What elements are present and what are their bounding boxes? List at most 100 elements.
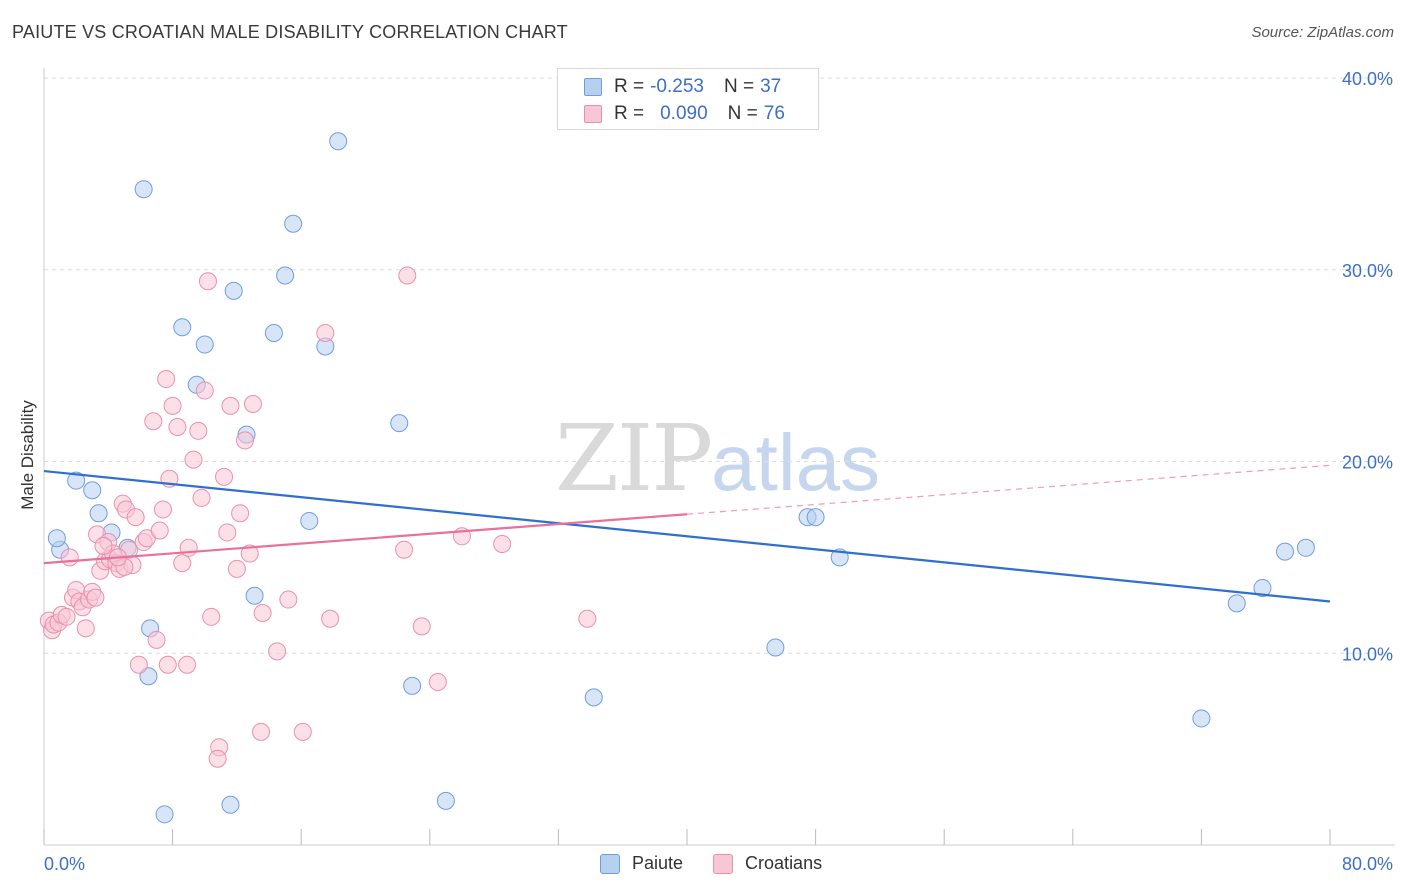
data-point-croatians — [395, 540, 414, 559]
data-point-croatians — [158, 655, 177, 674]
data-point-croatians — [202, 607, 221, 626]
data-point-croatians — [126, 508, 145, 527]
watermark-atlas: atlas — [711, 418, 881, 507]
trend-line-extension-croatians — [686, 464, 1331, 515]
data-point-paiute — [584, 688, 603, 707]
data-point-paiute — [47, 529, 66, 548]
watermark-zip: ZIP — [555, 405, 713, 512]
data-point-croatians — [235, 431, 254, 450]
y-tick-label: 30.0% — [1342, 261, 1393, 281]
data-point-croatians — [398, 266, 417, 285]
data-point-paiute — [1192, 709, 1211, 728]
legend-n-value-croatians: 76 — [763, 103, 785, 124]
chart-source: Source: ZipAtlas.com — [1251, 24, 1394, 41]
chart-title: PAIUTE VS CROATIAN MALE DISABILITY CORRE… — [12, 22, 568, 42]
legend-label-paiute: Paiute — [632, 853, 684, 873]
data-point-croatians — [86, 588, 105, 607]
data-point-croatians — [279, 590, 298, 609]
data-point-paiute — [264, 324, 283, 343]
data-point-paiute — [195, 335, 214, 354]
data-point-paiute — [806, 508, 825, 527]
data-point-paiute — [67, 471, 86, 490]
data-point-paiute — [436, 791, 455, 810]
legend-r-value-croatians: 0.090 — [660, 103, 708, 124]
data-point-croatians — [412, 617, 431, 636]
legend-label-croatians: Croatians — [745, 853, 823, 873]
data-point-croatians — [189, 421, 208, 440]
data-point-croatians — [243, 394, 262, 413]
data-point-paiute — [155, 805, 174, 824]
x-tick-label: 0.0% — [44, 854, 85, 874]
legend-item-croatians[interactable]: Croatians — [713, 853, 822, 874]
data-point-croatians — [252, 722, 271, 741]
data-point-croatians — [57, 607, 76, 626]
data-point-paiute — [1253, 579, 1272, 598]
data-point-croatians — [94, 536, 113, 555]
y-tick-label: 10.0% — [1342, 644, 1393, 664]
data-point-croatians — [173, 554, 192, 573]
trend-line-paiute — [43, 469, 1331, 603]
data-point-paiute — [329, 132, 348, 151]
legend-swatch-croatians — [584, 105, 602, 123]
data-point-paiute — [89, 504, 108, 523]
data-point-croatians — [144, 412, 163, 431]
data-point-croatians — [293, 722, 312, 741]
data-point-paiute — [390, 414, 409, 433]
data-point-paiute — [134, 180, 153, 199]
legend-swatch-paiute — [584, 78, 602, 96]
legend-r-label: R = — [614, 103, 645, 124]
legend-row-croatians: R = 0.090 N = 76 — [584, 102, 785, 126]
data-point-paiute — [139, 667, 158, 686]
data-point-croatians — [493, 534, 512, 553]
legend-r-label: R = — [614, 76, 645, 97]
data-point-croatians — [195, 381, 214, 400]
series-legend: Paiute Croatians — [600, 853, 852, 874]
y-tick-label: 20.0% — [1342, 453, 1393, 473]
data-point-paiute — [276, 266, 295, 285]
data-point-croatians — [321, 609, 340, 628]
data-point-croatians — [198, 272, 217, 291]
trend-line-croatians — [43, 513, 688, 565]
data-point-croatians — [227, 559, 246, 578]
data-point-croatians — [231, 504, 250, 523]
data-point-croatians — [240, 544, 259, 563]
x-tick-label: 80.0% — [1342, 854, 1393, 874]
legend-r-value-paiute: -0.253 — [650, 76, 704, 97]
legend-item-paiute[interactable]: Paiute — [600, 853, 683, 874]
data-point-paiute — [300, 511, 319, 530]
legend-n-label: N = — [723, 76, 755, 97]
watermark: ZIPatlas — [555, 405, 880, 512]
data-point-croatians — [316, 324, 335, 343]
data-point-paiute — [1227, 594, 1246, 613]
legend-swatch-paiute — [600, 853, 620, 874]
data-point-croatians — [179, 538, 198, 557]
correlation-legend: R = -0.253 N = 37 R = 0.090 N = 76 — [557, 68, 819, 130]
data-point-croatians — [76, 619, 95, 638]
data-point-croatians — [147, 630, 166, 649]
data-point-croatians — [218, 523, 237, 542]
data-point-paiute — [403, 676, 422, 695]
data-point-paiute — [1296, 538, 1315, 557]
data-point-croatians — [163, 396, 182, 415]
legend-n-label: N = — [727, 103, 758, 124]
data-point-croatians — [157, 370, 176, 389]
data-point-paiute — [224, 281, 243, 300]
data-point-croatians — [221, 396, 240, 415]
legend-row-paiute: R = -0.253 N = 37 — [584, 75, 781, 99]
data-point-paiute — [245, 586, 264, 605]
data-point-croatians — [150, 521, 169, 540]
data-point-croatians — [215, 467, 234, 486]
data-point-croatians — [578, 609, 597, 628]
legend-swatch-croatians — [713, 853, 734, 874]
data-point-croatians — [268, 642, 287, 661]
data-point-paiute — [1275, 542, 1294, 561]
data-point-croatians — [129, 655, 148, 674]
legend-n-value-paiute: 37 — [760, 76, 782, 97]
data-point-croatians — [153, 500, 172, 519]
data-point-croatians — [184, 450, 203, 469]
data-point-paiute — [83, 481, 102, 500]
data-point-paiute — [766, 638, 785, 657]
data-point-croatians — [168, 417, 187, 436]
data-point-croatians — [178, 655, 197, 674]
